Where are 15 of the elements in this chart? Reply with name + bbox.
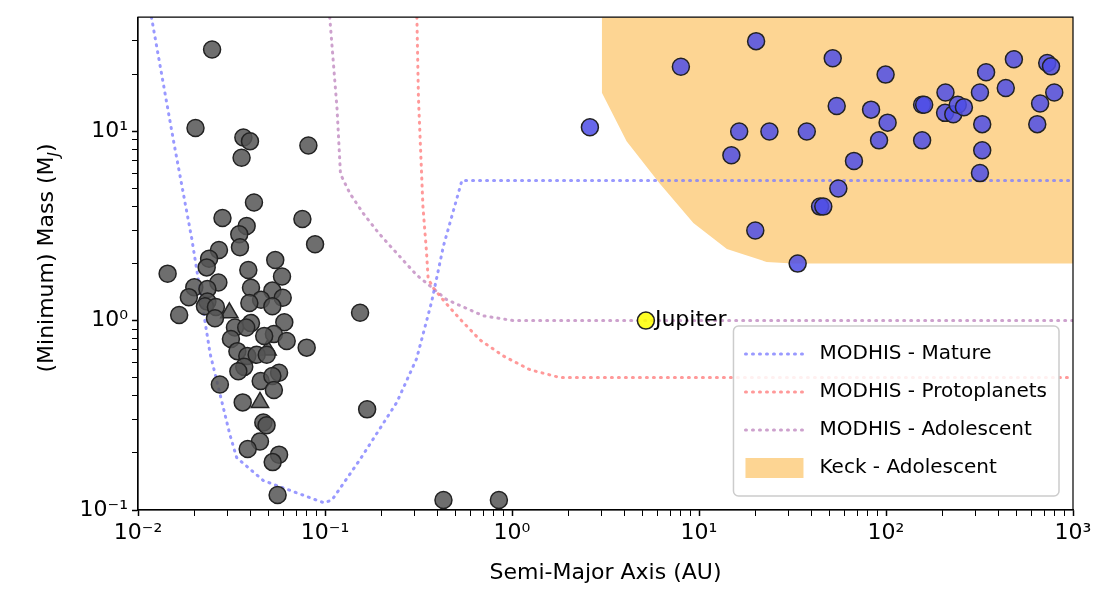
legend-label: MODHIS - Adolescent [819, 416, 1032, 441]
x-tick-label: 10¹ [680, 518, 718, 544]
y-tick-label: 10¹ [91, 116, 128, 142]
x-tick-label: 10³ [1054, 518, 1092, 544]
legend-label: MODHIS - Mature [819, 340, 992, 365]
legend-label: Keck - Adolescent [819, 454, 997, 479]
annotation: Jupiter [652, 306, 728, 332]
x-tick-label: 10⁰ [493, 518, 531, 544]
y-tick-label: 10⁰ [91, 306, 129, 332]
x-tick-label: 10² [867, 518, 905, 544]
legend-label: MODHIS - Protoplanets [819, 378, 1048, 403]
y-tick-label: 10⁻¹ [79, 495, 128, 521]
x-axis-title: Semi-Major Axis (AU) [489, 558, 722, 584]
x-tick-label: 10⁻² [113, 518, 163, 544]
x-tick-label: 10⁻¹ [300, 518, 350, 544]
